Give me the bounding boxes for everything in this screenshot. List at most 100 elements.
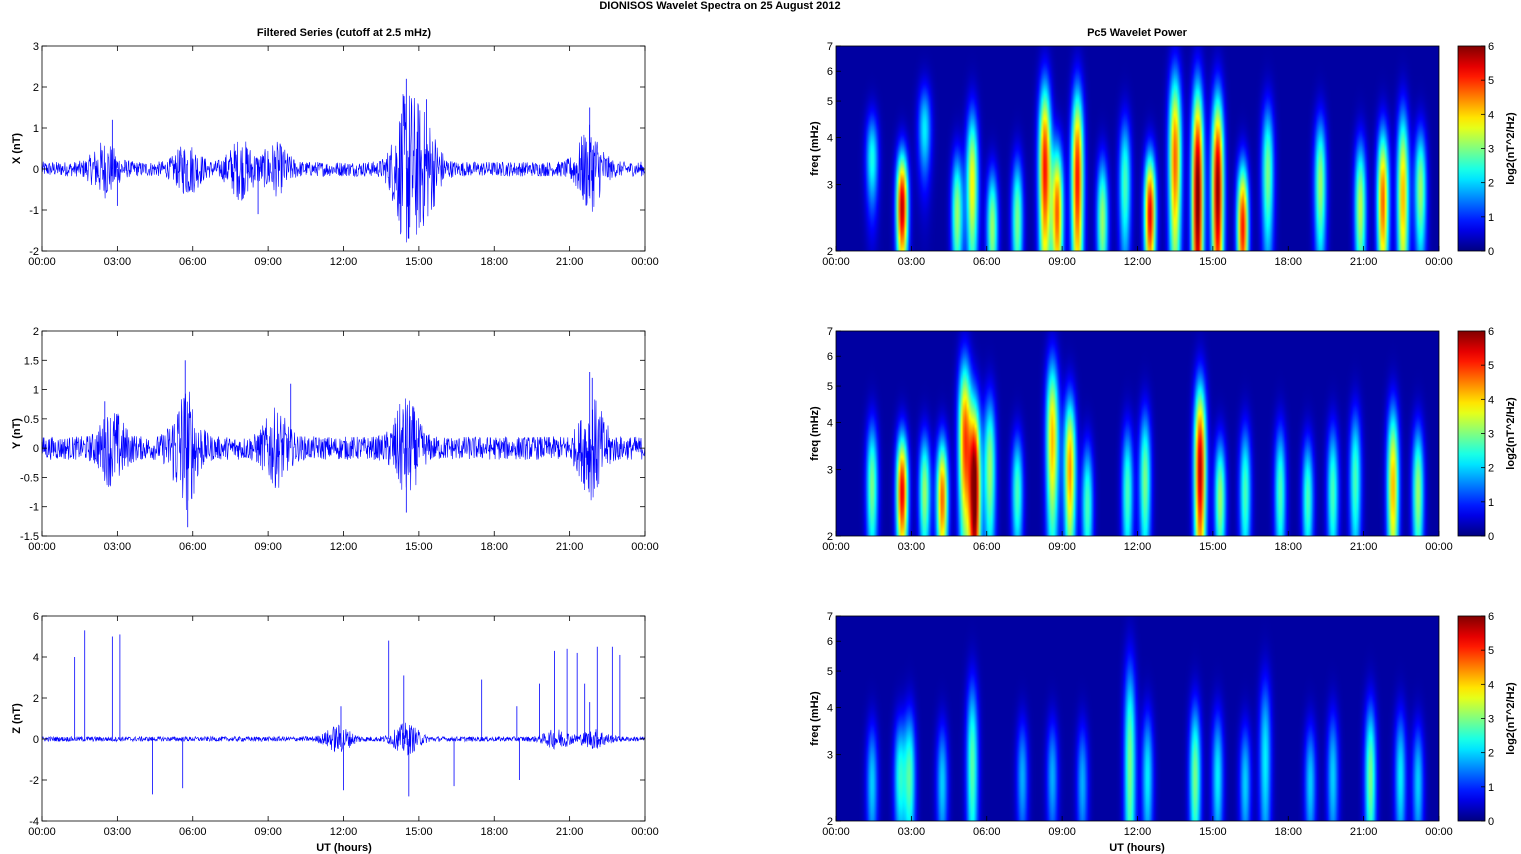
ytick-label: 2	[33, 326, 39, 338]
xtick-label: 03:00	[104, 541, 132, 553]
xtick-label: 06:00	[179, 541, 207, 553]
xtick-label: 15:00	[1199, 256, 1227, 268]
colorbar-label: log2(nT^2/Hz)	[1505, 112, 1517, 185]
colorbar-tick-label: 4	[1488, 394, 1494, 406]
xtick-label: 06:00	[973, 826, 1001, 838]
ytick-label: 1	[33, 385, 39, 397]
wavelet-power-image-y	[836, 331, 1439, 536]
colorbar-tick-label: 6	[1488, 611, 1494, 623]
ytick-label: 3	[827, 465, 833, 477]
xtick-label: 21:00	[556, 541, 584, 553]
colorbar	[1457, 45, 1486, 252]
left-xlabel: UT (hours)	[316, 842, 372, 854]
series-trace-z	[41, 722, 646, 756]
colorbar-tick-label: 5	[1488, 645, 1494, 657]
xtick-label: 00:00	[1425, 256, 1453, 268]
left-column-title: Filtered Series (cutoff at 2.5 mHz)	[257, 27, 432, 39]
ytick-label: 1.5	[24, 355, 39, 367]
ytick-label: 6	[827, 636, 833, 648]
colorbar-tick-label: 6	[1488, 326, 1494, 338]
xtick-label: 00:00	[28, 256, 56, 268]
xtick-label: 18:00	[480, 826, 508, 838]
colorbar-tick-label: 3	[1488, 144, 1494, 156]
ytick-label: 6	[827, 66, 833, 78]
series-trace-y	[41, 391, 646, 511]
ytick-label: -1	[29, 502, 39, 514]
ytick-label: -0.5	[20, 472, 39, 484]
colorbar-label: log2(nT^2/Hz)	[1505, 682, 1517, 755]
xtick-label: 09:00	[1048, 256, 1076, 268]
xtick-label: 00:00	[1425, 826, 1453, 838]
xtick-label: 00:00	[631, 256, 659, 268]
xtick-label: 21:00	[1350, 256, 1378, 268]
xtick-label: 03:00	[104, 826, 132, 838]
xtick-label: 06:00	[973, 541, 1001, 553]
xtick-label: 06:00	[973, 256, 1001, 268]
ytick-label: 0	[33, 164, 39, 176]
colorbar-tick-label: 2	[1488, 178, 1494, 190]
xtick-label: 15:00	[1199, 826, 1227, 838]
ytick-label: 0.5	[24, 414, 39, 426]
xtick-label: 06:00	[179, 826, 207, 838]
xtick-label: 06:00	[179, 256, 207, 268]
xtick-label: 21:00	[1350, 826, 1378, 838]
colorbar-label: log2(nT^2/Hz)	[1505, 397, 1517, 470]
ytick-label: 6	[827, 351, 833, 363]
xtick-label: 18:00	[1274, 826, 1302, 838]
xtick-label: 03:00	[898, 826, 926, 838]
ytick-label: 4	[827, 133, 833, 145]
figure-title: DIONISOS Wavelet Spectra on 25 August 20…	[599, 0, 840, 12]
right-xlabel: UT (hours)	[1109, 842, 1165, 854]
colorbar-tick-label: 3	[1488, 429, 1494, 441]
ytick-label: 2	[827, 531, 833, 543]
xtick-label: 12:00	[1124, 256, 1152, 268]
xtick-label: 00:00	[28, 541, 56, 553]
xtick-label: 00:00	[822, 541, 850, 553]
colorbar-tick-label: 0	[1488, 531, 1494, 543]
ytick-label: 2	[827, 246, 833, 258]
ytick-label: 3	[827, 180, 833, 192]
ytick-label: 5	[827, 96, 833, 108]
wavelet-power-image-z	[836, 616, 1439, 821]
xtick-label: 03:00	[104, 256, 132, 268]
colorbar-tick-label: 1	[1488, 212, 1494, 224]
series-trace-x	[41, 94, 646, 243]
series-axes-frame	[41, 45, 646, 252]
ylabel-y: Y (nT)	[11, 418, 23, 449]
colorbar-tick-label: 5	[1488, 360, 1494, 372]
xtick-label: 03:00	[898, 256, 926, 268]
colorbar-tick-label: 3	[1488, 714, 1494, 726]
xtick-label: 15:00	[405, 826, 433, 838]
ytick-label: 2	[33, 693, 39, 705]
freq-ylabel: freq (mHz)	[809, 691, 821, 746]
xtick-label: 15:00	[405, 256, 433, 268]
ylabel-z: Z (nT)	[11, 703, 23, 734]
ytick-label: 3	[33, 41, 39, 53]
colorbar	[1457, 615, 1486, 822]
xtick-label: 09:00	[254, 541, 282, 553]
series-axes-frame	[41, 330, 646, 537]
xtick-label: 00:00	[631, 826, 659, 838]
xtick-label: 15:00	[1199, 541, 1227, 553]
xtick-label: 00:00	[1425, 541, 1453, 553]
colorbar-tick-label: 1	[1488, 782, 1494, 794]
xtick-label: 00:00	[28, 826, 56, 838]
ytick-label: 4	[827, 418, 833, 430]
ytick-label: -2	[29, 775, 39, 787]
xtick-label: 00:00	[822, 826, 850, 838]
colorbar-tick-label: 2	[1488, 463, 1494, 475]
xtick-label: 12:00	[330, 256, 358, 268]
xtick-label: 18:00	[480, 256, 508, 268]
xtick-label: 09:00	[254, 256, 282, 268]
ylabel-x: X (nT)	[11, 133, 23, 164]
freq-ylabel: freq (mHz)	[809, 406, 821, 461]
ytick-label: 0	[33, 443, 39, 455]
xtick-label: 21:00	[556, 256, 584, 268]
xtick-label: 12:00	[330, 541, 358, 553]
colorbar-tick-label: 2	[1488, 748, 1494, 760]
xtick-label: 12:00	[1124, 826, 1152, 838]
